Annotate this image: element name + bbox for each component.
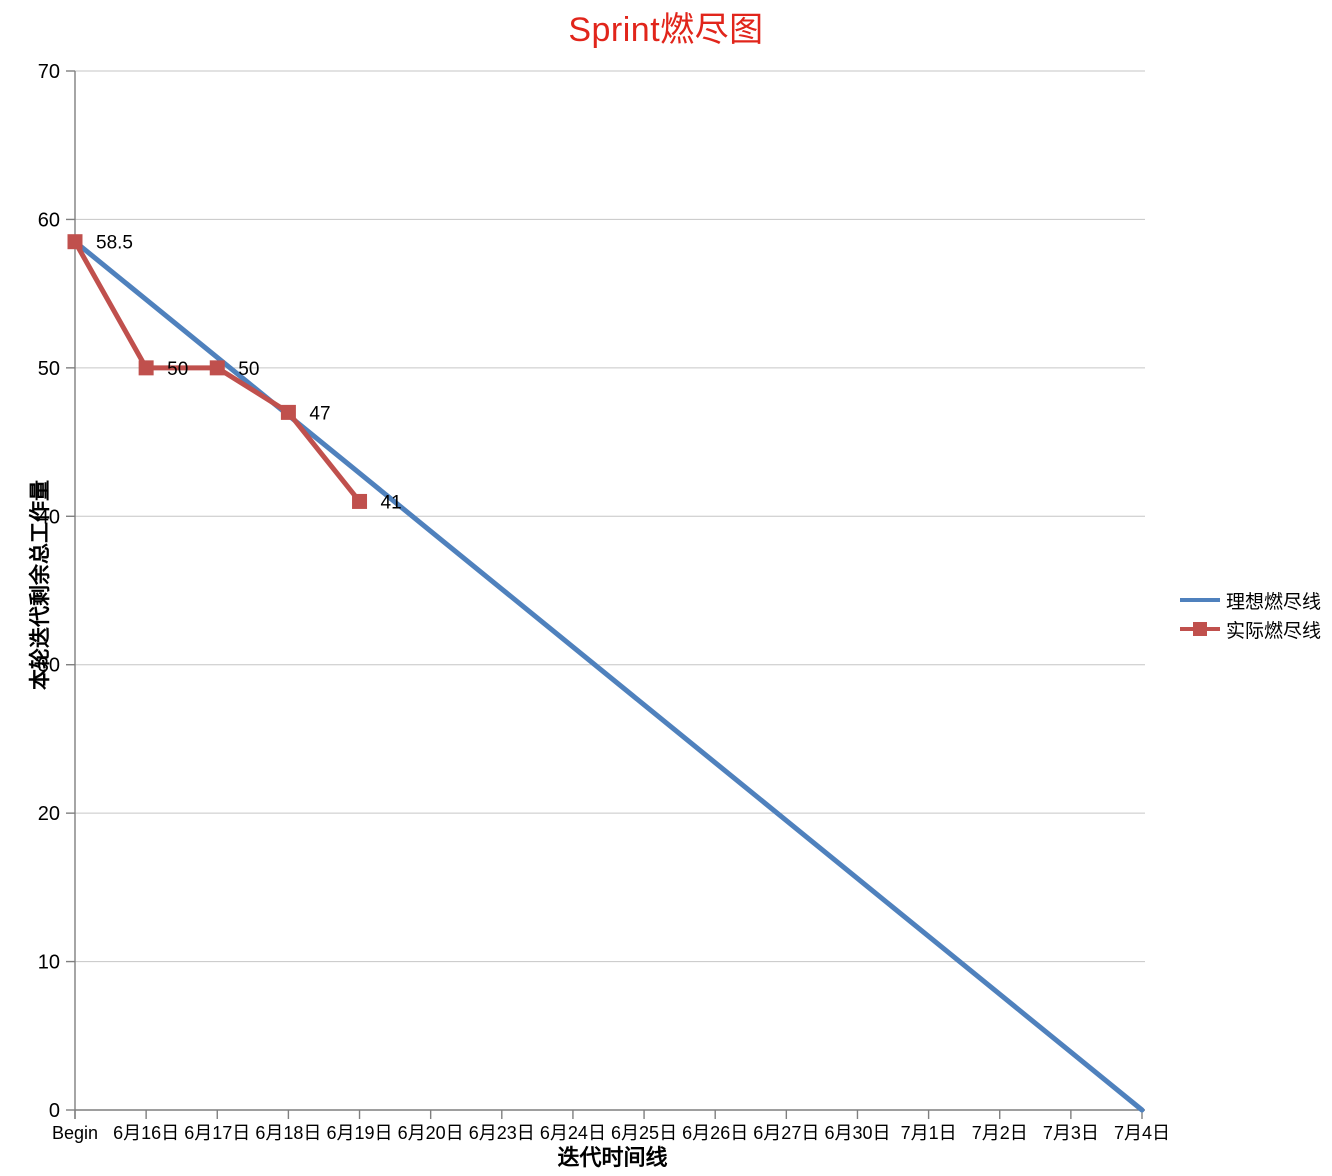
chart-title: Sprint燃尽图 [568, 11, 764, 49]
y-axis-ticks [66, 70, 75, 1111]
data-point-marker [352, 493, 368, 509]
ideal-line-series [72, 239, 1145, 1113]
x-tick-label: 6月20日 [398, 1123, 464, 1143]
actual-markers [67, 234, 368, 509]
x-tick-label: 6月24日 [540, 1123, 606, 1143]
data-label: 50 [167, 359, 188, 380]
data-label: 58.5 [96, 233, 133, 254]
x-axis-ticks [74, 1110, 1143, 1119]
x-tick-labels: Begin 6月16日 6月17日 6月18日 6月19日 6月20日 6月23日 6月24日… [52, 1123, 1170, 1143]
x-tick-label: 6月25日 [611, 1123, 677, 1143]
x-tick-label: 7月2日 [972, 1123, 1028, 1143]
x-tick-label: 7月4日 [1114, 1123, 1170, 1143]
x-tick-label: 7月1日 [901, 1123, 957, 1143]
y-tick-label: 10 [38, 952, 60, 974]
y-tick-label: 30 [38, 655, 60, 677]
x-tick-label: 6月26日 [682, 1123, 748, 1143]
legend-label-actual: 实际燃尽线 [1226, 620, 1322, 642]
legend-item-ideal: 理想燃尽线 [1179, 589, 1322, 613]
x-tick-label: 6月19日 [327, 1123, 393, 1143]
ideal-line [72, 239, 1145, 1113]
x-tick-label: Begin [52, 1123, 98, 1143]
data-label: 50 [238, 359, 259, 380]
x-tick-label: 6月27日 [753, 1123, 819, 1143]
x-tick-label: 6月18日 [255, 1123, 321, 1143]
data-point-marker [138, 360, 154, 376]
data-label: 41 [381, 492, 402, 513]
data-label: 47 [309, 403, 330, 424]
data-point-marker [209, 360, 225, 376]
y-tick-label: 20 [38, 803, 60, 825]
legend-label-ideal: 理想燃尽线 [1226, 591, 1322, 613]
y-tick-label: 70 [38, 61, 60, 83]
gridlines [75, 70, 1145, 1111]
x-axis-title: 迭代时间线 [557, 1145, 668, 1170]
y-axis-title: 本轮迭代剩余总工作量 [29, 480, 52, 690]
ideal-line-sample-icon [1180, 598, 1220, 602]
actual-line-sample-icon [1180, 622, 1220, 636]
x-tick-label: 7月3日 [1043, 1123, 1099, 1143]
y-tick-label: 50 [38, 358, 60, 380]
x-tick-label: 6月17日 [184, 1123, 250, 1143]
data-point-marker [67, 234, 83, 250]
x-tick-label: 6月23日 [469, 1123, 535, 1143]
legend-item-actual: 实际燃尽线 [1179, 618, 1322, 642]
y-tick-label: 60 [38, 209, 60, 231]
data-point-marker [280, 404, 296, 420]
y-tick-label: 40 [38, 506, 60, 528]
y-tick-labels: 0 10 20 30 40 50 60 70 [38, 61, 60, 1122]
x-tick-label: 6月30日 [824, 1123, 890, 1143]
y-tick-label: 0 [49, 1100, 60, 1122]
data-labels: 58.5 50 50 47 41 [96, 233, 402, 514]
x-tick-label: 6月16日 [113, 1123, 179, 1143]
legend: 理想燃尽线 实际燃尽线 [1179, 589, 1322, 642]
